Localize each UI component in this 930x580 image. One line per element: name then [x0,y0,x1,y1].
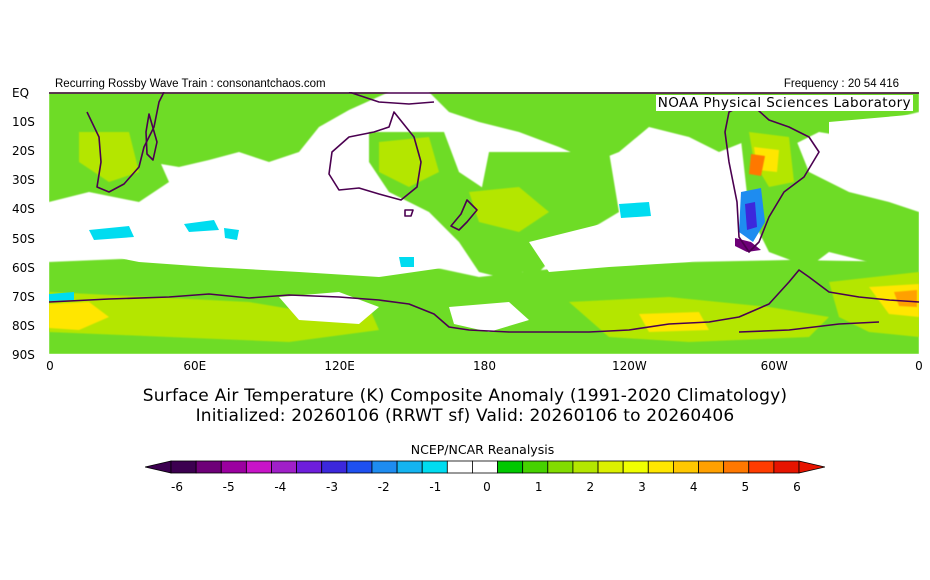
colorbar-swatch-20 [673,460,699,474]
colorbar-tick-0: -6 [171,480,183,494]
colorbar-swatch-14 [522,460,549,474]
colorbar-swatch-1 [195,460,222,474]
lat-label-40s: 40S [12,202,35,217]
colorbar-tick-1: -5 [222,480,235,494]
colorbar-swatch-13 [497,460,524,474]
colorbar-tick-6: 0 [483,480,491,494]
chart-subtitle: Initialized: 20260106 (RRWT sf) Valid: 2… [195,406,735,426]
anomaly-map: NOAA Physical Sciences Laboratory [49,92,919,354]
colorbar-max-arrow [798,460,825,474]
colorbar-swatch-8 [371,460,398,474]
colorbar-swatch-0 [170,460,197,474]
colorbar-tick-2: -4 [274,480,287,494]
colorbar-swatch-17 [597,460,624,474]
colorbar-min-arrow [145,460,172,474]
colorbar-swatch-23 [748,460,775,474]
header-site-label: Recurring Rossby Wave Train : consonantc… [55,78,326,90]
lat-label-70s: 70S [12,289,35,304]
lat-label-10s: 10S [12,115,35,130]
colorbar-swatch-15 [547,460,574,474]
colorbar-swatch-12 [472,460,498,474]
colorbar-tick-9: 3 [638,480,646,494]
lat-label-60s: 60S [12,260,35,275]
colorbar-swatch-16 [572,460,599,474]
lon-label-4: 120W [611,359,647,373]
lat-label-20s: 20S [12,144,35,159]
colorbar-tick-4: -2 [377,480,390,494]
colorbar-swatch-3 [245,460,272,474]
anomaly-fill-orange [749,154,917,307]
colorbar-tick-11: 5 [741,480,750,494]
colorbar-swatch-7 [346,460,373,474]
colorbar-tick-7: 1 [534,480,543,494]
anomaly-map-canvas [49,92,919,354]
lat-label-50s: 50S [12,231,35,246]
colorbar-tick-12: 6 [793,480,801,494]
organization-label: NOAA Physical Sciences Laboratory [655,95,913,111]
colorbar [145,460,825,474]
colorbar-tick-10: 4 [689,480,698,494]
data-source-label: NCEP/NCAR Reanalysis [410,442,555,457]
colorbar-swatch-18 [622,460,649,474]
colorbar-swatch-2 [220,460,247,474]
colorbar-swatch-9 [396,460,423,474]
colorbar-swatch-5 [296,460,323,474]
colorbar-swatch-10 [421,460,448,474]
lon-label-2: 120E [324,359,355,373]
colorbar-tick-5: -1 [429,480,442,494]
anomaly-fill-white-gaps [49,114,919,332]
anomaly-fill-cyan [49,202,651,301]
colorbar-swatch-21 [698,460,725,474]
colorbar-swatch-24 [773,460,800,474]
lat-label-eq: EQ [12,86,30,100]
colorbar-swatch-11 [446,460,473,474]
colorbar-tick-3: -3 [326,480,338,494]
colorbar-swatch-6 [321,460,348,474]
lon-label-1: 60E [183,359,207,373]
colorbar-swatch-22 [723,460,750,474]
coastlines [49,92,919,333]
colorbar-swatch-4 [271,460,298,474]
lat-label-30s: 30S [12,173,35,188]
lat-label-80s: 80S [12,318,35,333]
header-frequency-label: Frequency : 20 54 416 [783,78,899,90]
lon-label-3: 180 [473,359,496,373]
lon-label-6: 0 [915,359,923,373]
chart-title: Surface Air Temperature (K) Composite An… [142,386,788,406]
colorbar-tick-8: 2 [586,480,595,494]
lon-label-0: 0 [46,359,54,373]
lat-label-90s: 90S [12,347,35,362]
lon-label-5: 60W [760,359,788,373]
colorbar-swatch-19 [647,460,674,474]
